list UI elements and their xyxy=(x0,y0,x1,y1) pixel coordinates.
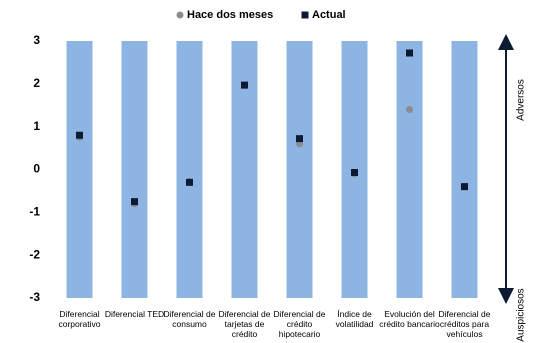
y-tick-label: -1 xyxy=(29,205,40,219)
range-band xyxy=(451,41,478,298)
point xyxy=(461,183,468,191)
legend-marker xyxy=(176,11,184,19)
x-tick-label: Evolución del crédito bancario xyxy=(379,309,440,329)
range-band xyxy=(231,41,258,298)
point xyxy=(76,131,83,139)
y-tick-label: -3 xyxy=(29,290,40,304)
x-tick-label: Diferencial de créditos para vehículos xyxy=(438,309,491,339)
y-tick-label: 2 xyxy=(33,76,40,90)
x-tick-label: Diferencial de consumo xyxy=(163,309,216,329)
point xyxy=(406,49,413,57)
y-tick-label: -2 xyxy=(29,247,40,261)
x-tick-label: Diferencial TED xyxy=(104,309,165,319)
x-tick-label: Diferencial de crédito hipotecario xyxy=(273,309,326,339)
point xyxy=(186,178,193,186)
point xyxy=(351,168,358,176)
legend-label: Hace dos meses xyxy=(187,9,273,21)
range-band xyxy=(286,41,313,298)
y-tick-label: 0 xyxy=(33,162,40,176)
y-tick-label: 1 xyxy=(33,119,40,133)
x-tick-label: Índice de volatilidad xyxy=(335,309,374,329)
annotation: Auspiciosos xyxy=(516,288,527,341)
legend-label: Actual xyxy=(312,9,346,21)
point xyxy=(241,81,248,89)
x-tick-label: Diferencial de tarjetas de crédito xyxy=(218,309,271,339)
point xyxy=(406,106,413,114)
point xyxy=(296,135,303,143)
legend-marker xyxy=(301,11,309,19)
y-tick-label: 3 xyxy=(33,33,40,47)
annotation: Adversos xyxy=(516,79,527,121)
x-tick-label: Diferencial corporativo xyxy=(58,309,101,329)
range-band xyxy=(396,41,423,298)
range-band xyxy=(66,41,93,298)
range-band xyxy=(176,41,203,298)
range-band xyxy=(121,41,148,298)
point xyxy=(131,198,138,206)
